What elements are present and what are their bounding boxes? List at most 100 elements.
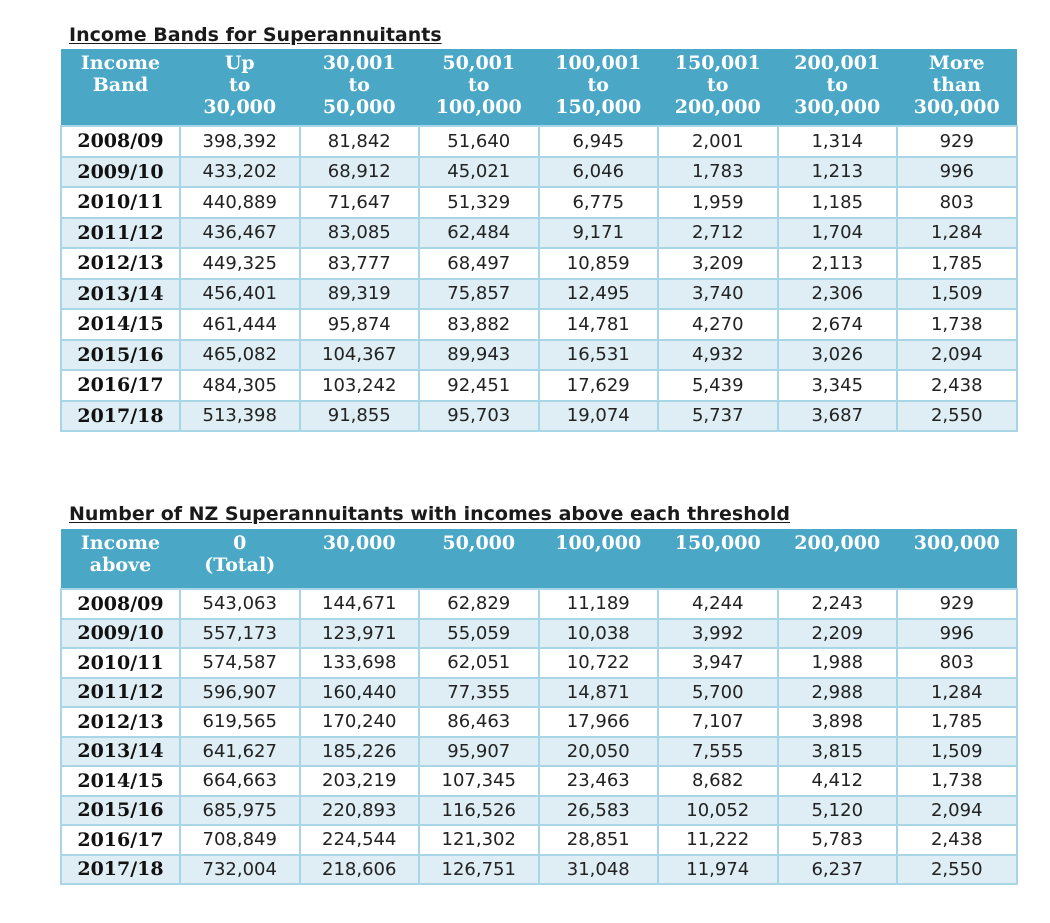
value-cell: 123,971 bbox=[298, 617, 420, 649]
table-row: 2014/15 461,444 95,874 83,882 14,781 4,270 2,6… bbox=[60, 308, 1018, 341]
income-bands-table-body: 2008/09 398,392 81,842 51,640 6,945 2,001 1,31… bbox=[60, 125, 1018, 432]
thresholds-header-cell: 30,000 bbox=[299, 529, 419, 589]
year-cell: 2012/13 bbox=[60, 706, 181, 738]
value-cell: 10,052 bbox=[657, 794, 779, 826]
value-cell: 95,703 bbox=[418, 399, 540, 432]
income-bands-header-line: to bbox=[348, 74, 370, 96]
value-cell: 996 bbox=[896, 155, 1018, 188]
value-cell: 133,698 bbox=[298, 647, 420, 679]
value-cell: 1,783 bbox=[657, 155, 779, 188]
value-cell: 68,497 bbox=[418, 247, 540, 280]
value-cell: 10,722 bbox=[537, 647, 659, 679]
value-cell: 31,048 bbox=[537, 853, 659, 885]
year-cell: 2014/15 bbox=[60, 308, 181, 341]
value-cell: 1,284 bbox=[896, 216, 1018, 249]
value-cell: 456,401 bbox=[179, 277, 301, 310]
thresholds-header-line: 100,000 bbox=[555, 532, 642, 554]
year-cell: 2015/16 bbox=[60, 338, 181, 371]
value-cell: 3,815 bbox=[776, 735, 898, 767]
value-cell: 3,947 bbox=[657, 647, 779, 679]
value-cell: 5,783 bbox=[776, 824, 898, 856]
value-cell: 62,051 bbox=[418, 647, 540, 679]
value-cell: 20,050 bbox=[537, 735, 659, 767]
value-cell: 1,988 bbox=[776, 647, 898, 679]
value-cell: 1,213 bbox=[776, 155, 898, 188]
income-bands-header-line: 30,000 bbox=[203, 96, 277, 118]
year-cell: 2011/12 bbox=[60, 676, 181, 708]
value-cell: 121,302 bbox=[418, 824, 540, 856]
value-cell: 71,647 bbox=[298, 186, 420, 219]
value-cell: 1,509 bbox=[896, 735, 1018, 767]
table-row: 2008/09 398,392 81,842 51,640 6,945 2,001 1,31… bbox=[60, 125, 1018, 158]
value-cell: 1,284 bbox=[896, 676, 1018, 708]
value-cell: 484,305 bbox=[179, 369, 301, 402]
income-bands-header-line: Income bbox=[80, 52, 161, 74]
thresholds-header-line: 0 bbox=[233, 532, 247, 554]
thresholds-header-line: (Total) bbox=[204, 554, 276, 576]
value-cell: 3,992 bbox=[657, 617, 779, 649]
value-cell: 170,240 bbox=[298, 706, 420, 738]
income-bands-header-line: 300,000 bbox=[794, 96, 881, 118]
table-row: 2015/16 685,975 220,893 116,526 26,583 10,052… bbox=[60, 794, 1018, 826]
value-cell: 4,270 bbox=[657, 308, 779, 341]
thresholds-header-line: 150,000 bbox=[674, 532, 761, 554]
value-cell: 92,451 bbox=[418, 369, 540, 402]
year-cell: 2013/14 bbox=[60, 735, 181, 767]
thresholds-header-line: 200,000 bbox=[794, 532, 881, 554]
table-row: 2011/12 436,467 83,085 62,484 9,171 2,712 1,70… bbox=[60, 216, 1018, 249]
income-bands-header-line: to bbox=[468, 74, 490, 96]
value-cell: 619,565 bbox=[179, 706, 301, 738]
income-bands-table-header: Income Band Up to 30,000 30,001 to 50,000 50,001… bbox=[61, 49, 1017, 126]
value-cell: 203,219 bbox=[298, 765, 420, 797]
value-cell: 574,587 bbox=[179, 647, 301, 679]
thresholds-header-cell: 200,000 bbox=[777, 529, 897, 589]
year-cell: 2016/17 bbox=[60, 824, 181, 856]
value-cell: 6,775 bbox=[537, 186, 659, 219]
thresholds-header-cell: 0 (Total) bbox=[180, 529, 300, 589]
value-cell: 803 bbox=[896, 647, 1018, 679]
value-cell: 1,785 bbox=[896, 247, 1018, 280]
value-cell: 557,173 bbox=[179, 617, 301, 649]
value-cell: 6,945 bbox=[537, 125, 659, 158]
value-cell: 45,021 bbox=[418, 155, 540, 188]
value-cell: 77,355 bbox=[418, 676, 540, 708]
table-row: 2011/12 596,907 160,440 77,355 14,871 5,700 2,… bbox=[60, 676, 1018, 708]
value-cell: 95,874 bbox=[298, 308, 420, 341]
year-cell: 2015/16 bbox=[60, 794, 181, 826]
value-cell: 10,038 bbox=[537, 617, 659, 649]
income-bands-header-line: to bbox=[826, 74, 848, 96]
thresholds-table-header: Income above 0 (Total) 30,000 50,000 100,000 15… bbox=[61, 529, 1017, 589]
value-cell: 4,412 bbox=[776, 765, 898, 797]
year-cell: 2008/09 bbox=[60, 125, 181, 158]
value-cell: 398,392 bbox=[179, 125, 301, 158]
value-cell: 10,859 bbox=[537, 247, 659, 280]
value-cell: 75,857 bbox=[418, 277, 540, 310]
value-cell: 19,074 bbox=[537, 399, 659, 432]
income-bands-header-line: to bbox=[707, 74, 729, 96]
value-cell: 929 bbox=[896, 125, 1018, 158]
value-cell: 220,893 bbox=[298, 794, 420, 826]
value-cell: 2,712 bbox=[657, 216, 779, 249]
value-cell: 513,398 bbox=[179, 399, 301, 432]
value-cell: 685,975 bbox=[179, 794, 301, 826]
value-cell: 449,325 bbox=[179, 247, 301, 280]
value-cell: 732,004 bbox=[179, 853, 301, 885]
value-cell: 2,094 bbox=[896, 794, 1018, 826]
value-cell: 1,509 bbox=[896, 277, 1018, 310]
value-cell: 86,463 bbox=[418, 706, 540, 738]
value-cell: 1,738 bbox=[896, 765, 1018, 797]
value-cell: 6,237 bbox=[776, 853, 898, 885]
income-bands-header-line: Band bbox=[92, 74, 149, 96]
value-cell: 144,671 bbox=[298, 588, 420, 620]
value-cell: 104,367 bbox=[298, 338, 420, 371]
value-cell: 433,202 bbox=[179, 155, 301, 188]
value-cell: 3,345 bbox=[776, 369, 898, 402]
value-cell: 3,209 bbox=[657, 247, 779, 280]
value-cell: 2,550 bbox=[896, 399, 1018, 432]
year-cell: 2012/13 bbox=[60, 247, 181, 280]
value-cell: 4,244 bbox=[657, 588, 779, 620]
year-cell: 2014/15 bbox=[60, 765, 181, 797]
income-bands-header-line: 100,000 bbox=[435, 96, 522, 118]
income-bands-header-cell: More than 300,000 bbox=[897, 49, 1017, 126]
income-bands-header-line: 300,000 bbox=[913, 96, 1000, 118]
